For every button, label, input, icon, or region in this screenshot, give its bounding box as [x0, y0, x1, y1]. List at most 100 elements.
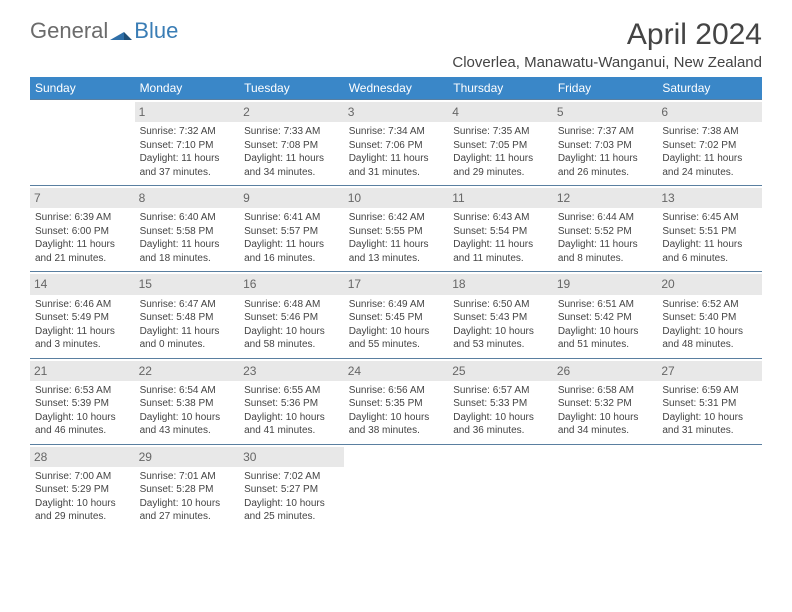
- sunrise-line: Sunrise: 7:35 AM: [453, 125, 548, 139]
- calendar-day-cell: 19Sunrise: 6:51 AMSunset: 5:42 PMDayligh…: [553, 272, 658, 358]
- sunrise-line: Sunrise: 6:44 AM: [558, 211, 653, 225]
- sunrise-line: Sunrise: 6:59 AM: [662, 384, 757, 398]
- day-number: 14: [30, 274, 135, 294]
- calendar-day-header: Wednesday: [344, 77, 449, 100]
- daylight-line: Daylight: 10 hours and 46 minutes.: [35, 411, 130, 438]
- day-number: 15: [135, 274, 240, 294]
- day-number: 8: [135, 188, 240, 208]
- sunset-line: Sunset: 5:32 PM: [558, 397, 653, 411]
- calendar-day-cell: [344, 444, 449, 530]
- sunrise-line: Sunrise: 7:02 AM: [244, 470, 339, 484]
- calendar-week-row: 7Sunrise: 6:39 AMSunset: 6:00 PMDaylight…: [30, 186, 762, 272]
- sunrise-line: Sunrise: 7:00 AM: [35, 470, 130, 484]
- calendar-day-cell: 1 Sunrise: 7:32 AMSunset: 7:10 PMDaylight…: [135, 100, 240, 186]
- calendar-day-cell: 25Sunrise: 6:57 AMSunset: 5:33 PMDayligh…: [448, 358, 553, 444]
- daylight-line: Daylight: 10 hours and 29 minutes.: [35, 497, 130, 524]
- calendar-day-header: Saturday: [657, 77, 762, 100]
- sunset-line: Sunset: 7:06 PM: [349, 139, 444, 153]
- daylight-line: Daylight: 10 hours and 27 minutes.: [140, 497, 235, 524]
- daylight-line: Daylight: 11 hours and 24 minutes.: [662, 152, 757, 179]
- sunset-line: Sunset: 7:10 PM: [140, 139, 235, 153]
- sunset-line: Sunset: 5:43 PM: [453, 311, 548, 325]
- sunset-line: Sunset: 5:35 PM: [349, 397, 444, 411]
- daylight-line: Daylight: 10 hours and 36 minutes.: [453, 411, 548, 438]
- daylight-line: Daylight: 10 hours and 43 minutes.: [140, 411, 235, 438]
- logo: General Blue: [30, 18, 178, 44]
- sunset-line: Sunset: 5:52 PM: [558, 225, 653, 239]
- day-number: 7: [30, 188, 135, 208]
- calendar-week-row: 1Sunrise: 7:32 AMSunset: 7:10 PMDaylight…: [30, 100, 762, 186]
- day-number: 13: [657, 188, 762, 208]
- calendar-day-cell: 7Sunrise: 6:39 AMSunset: 6:00 PMDaylight…: [30, 186, 135, 272]
- sunrise-line: Sunrise: 6:42 AM: [349, 211, 444, 225]
- title-location: Cloverlea, Manawatu-Wanganui, New Zealan…: [452, 54, 762, 71]
- calendar-table: SundayMondayTuesdayWednesdayThursdayFrid…: [30, 77, 762, 530]
- header: General Blue April 2024 Cloverlea, Manaw…: [30, 18, 762, 71]
- day-number: 19: [553, 274, 658, 294]
- day-number: 24: [344, 361, 449, 381]
- sunrise-line: Sunrise: 6:55 AM: [244, 384, 339, 398]
- daylight-line: Daylight: 11 hours and 13 minutes.: [349, 238, 444, 265]
- sunrise-line: Sunrise: 7:32 AM: [140, 125, 235, 139]
- day-number: 27: [657, 361, 762, 381]
- sunset-line: Sunset: 7:02 PM: [662, 139, 757, 153]
- day-number: 11: [448, 188, 553, 208]
- daylight-line: Daylight: 10 hours and 53 minutes.: [453, 325, 548, 352]
- sunrise-line: Sunrise: 7:38 AM: [662, 125, 757, 139]
- day-number: 5: [553, 102, 658, 122]
- sunrise-line: Sunrise: 6:53 AM: [35, 384, 130, 398]
- calendar-week-row: 14Sunrise: 6:46 AMSunset: 5:49 PMDayligh…: [30, 272, 762, 358]
- day-number: 1: [135, 102, 240, 122]
- calendar-day-cell: 2Sunrise: 7:33 AMSunset: 7:08 PMDaylight…: [239, 100, 344, 186]
- logo-icon: [110, 22, 132, 40]
- sunset-line: Sunset: 5:28 PM: [140, 483, 235, 497]
- calendar-day-header: Monday: [135, 77, 240, 100]
- daylight-line: Daylight: 10 hours and 55 minutes.: [349, 325, 444, 352]
- calendar-day-cell: 11Sunrise: 6:43 AMSunset: 5:54 PMDayligh…: [448, 186, 553, 272]
- sunset-line: Sunset: 5:27 PM: [244, 483, 339, 497]
- calendar-day-cell: 24Sunrise: 6:56 AMSunset: 5:35 PMDayligh…: [344, 358, 449, 444]
- sunrise-line: Sunrise: 6:51 AM: [558, 298, 653, 312]
- day-number: 4: [448, 102, 553, 122]
- sunset-line: Sunset: 7:05 PM: [453, 139, 548, 153]
- calendar-day-cell: 27Sunrise: 6:59 AMSunset: 5:31 PMDayligh…: [657, 358, 762, 444]
- daylight-line: Daylight: 11 hours and 18 minutes.: [140, 238, 235, 265]
- calendar-day-cell: 22Sunrise: 6:54 AMSunset: 5:38 PMDayligh…: [135, 358, 240, 444]
- sunset-line: Sunset: 5:48 PM: [140, 311, 235, 325]
- sunset-line: Sunset: 5:39 PM: [35, 397, 130, 411]
- logo-text-general: General: [30, 18, 108, 44]
- calendar-day-cell: 3Sunrise: 7:34 AMSunset: 7:06 PMDaylight…: [344, 100, 449, 186]
- day-number: 26: [553, 361, 658, 381]
- sunrise-line: Sunrise: 6:40 AM: [140, 211, 235, 225]
- calendar-day-cell: 17Sunrise: 6:49 AMSunset: 5:45 PMDayligh…: [344, 272, 449, 358]
- daylight-line: Daylight: 11 hours and 0 minutes.: [140, 325, 235, 352]
- daylight-line: Daylight: 11 hours and 34 minutes.: [244, 152, 339, 179]
- calendar-day-cell: [553, 444, 658, 530]
- title-month: April 2024: [452, 18, 762, 52]
- sunrise-line: Sunrise: 6:54 AM: [140, 384, 235, 398]
- sunrise-line: Sunrise: 7:33 AM: [244, 125, 339, 139]
- calendar-day-cell: 12Sunrise: 6:44 AMSunset: 5:52 PMDayligh…: [553, 186, 658, 272]
- sunrise-line: Sunrise: 6:41 AM: [244, 211, 339, 225]
- daylight-line: Daylight: 11 hours and 31 minutes.: [349, 152, 444, 179]
- calendar-day-cell: 21 Sunrise: 6:53 AMSunset: 5:39 PMDayligh…: [30, 358, 135, 444]
- day-number: 23: [239, 361, 344, 381]
- title-block: April 2024 Cloverlea, Manawatu-Wanganui,…: [452, 18, 762, 71]
- daylight-line: Daylight: 11 hours and 21 minutes.: [35, 238, 130, 265]
- calendar-day-cell: 30Sunrise: 7:02 AMSunset: 5:27 PMDayligh…: [239, 444, 344, 530]
- sunset-line: Sunset: 5:58 PM: [140, 225, 235, 239]
- sunset-line: Sunset: 5:38 PM: [140, 397, 235, 411]
- sunset-line: Sunset: 5:46 PM: [244, 311, 339, 325]
- calendar-day-cell: 4Sunrise: 7:35 AMSunset: 7:05 PMDaylight…: [448, 100, 553, 186]
- sunrise-line: Sunrise: 6:50 AM: [453, 298, 548, 312]
- calendar-day-cell: 9Sunrise: 6:41 AMSunset: 5:57 PMDaylight…: [239, 186, 344, 272]
- sunset-line: Sunset: 5:54 PM: [453, 225, 548, 239]
- sunrise-line: Sunrise: 6:48 AM: [244, 298, 339, 312]
- sunset-line: Sunset: 5:36 PM: [244, 397, 339, 411]
- daylight-line: Daylight: 11 hours and 37 minutes.: [140, 152, 235, 179]
- calendar-header-row: SundayMondayTuesdayWednesdayThursdayFrid…: [30, 77, 762, 100]
- calendar-day-cell: 29Sunrise: 7:01 AMSunset: 5:28 PMDayligh…: [135, 444, 240, 530]
- day-number: 21: [30, 361, 135, 381]
- calendar-day-cell: [30, 100, 135, 186]
- sunrise-line: Sunrise: 6:47 AM: [140, 298, 235, 312]
